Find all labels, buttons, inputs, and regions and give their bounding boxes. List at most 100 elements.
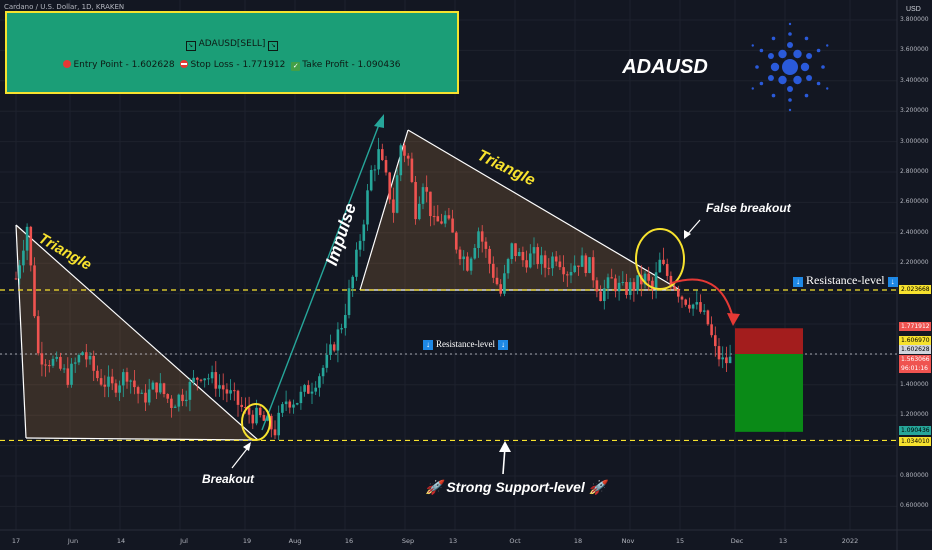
x-tick-label: 13 xyxy=(778,537,788,545)
candle-body xyxy=(440,221,443,224)
x-tick-label: Aug xyxy=(288,537,302,545)
cardano-logo-icon xyxy=(778,49,787,59)
ticker-label: ADAUSD xyxy=(622,56,708,78)
candle-body xyxy=(443,215,447,224)
take-profit-text: Take Profit - 1.090436 xyxy=(302,60,401,70)
candle-body xyxy=(684,299,687,305)
candle-body xyxy=(55,356,58,359)
candle-body xyxy=(425,187,428,192)
down-arrow-icon: ↓ xyxy=(423,340,433,350)
x-tick-label: 13 xyxy=(448,537,458,545)
candle-body xyxy=(122,372,125,386)
x-tick-label: Jun xyxy=(67,537,79,545)
rocket-icon: 🚀 xyxy=(588,479,607,495)
candle-body xyxy=(362,224,366,241)
price-tag: 1.602628 xyxy=(899,345,931,354)
candle-body xyxy=(469,258,473,271)
breakout-label: Breakout xyxy=(202,472,255,486)
x-tick-label: 19 xyxy=(242,537,252,545)
y-tick-label: 1.200000 xyxy=(900,411,929,419)
candle-body xyxy=(706,310,710,325)
down-arrow-icon: ↓ xyxy=(793,277,803,287)
candle-body xyxy=(536,247,539,265)
candle-body xyxy=(70,363,73,385)
signal-levels: Entry Point - 1.602628 Stop Loss - 1.771… xyxy=(7,60,457,71)
x-tick-label: 16 xyxy=(344,537,354,545)
candle-body xyxy=(591,257,595,281)
candle-body xyxy=(506,259,510,274)
candle-body xyxy=(192,377,195,382)
red-circle-icon xyxy=(63,60,72,68)
x-tick-label: 2022 xyxy=(841,537,859,545)
candle-body xyxy=(540,255,543,265)
candle-body xyxy=(373,169,377,171)
x-tick-label: Nov xyxy=(621,537,635,545)
price-tag: 1.563066 xyxy=(899,355,931,364)
stop-loss-text: Stop Loss - 1.771912 xyxy=(190,60,286,70)
candle-body xyxy=(658,259,662,273)
candle-body xyxy=(384,160,388,173)
y-tick-label: 2.200000 xyxy=(900,259,929,267)
candle-body xyxy=(159,383,162,393)
candle-body xyxy=(299,391,303,404)
candle-body xyxy=(543,255,547,268)
candle-body xyxy=(647,273,650,281)
candle-body xyxy=(166,394,169,399)
left-triangle-edge xyxy=(25,437,259,441)
currency-label: USD xyxy=(906,6,921,13)
cardano-logo-icon xyxy=(806,53,813,59)
stop-loss-zone xyxy=(735,328,803,354)
cardano-logo-icon xyxy=(771,36,776,41)
candle-body xyxy=(477,231,480,248)
y-tick-label: 3.800000 xyxy=(900,15,929,23)
candle-body xyxy=(643,273,647,285)
chart-symbol-icon: ↘ xyxy=(268,41,279,51)
cardano-logo-icon xyxy=(759,48,764,53)
candle-body xyxy=(562,267,565,275)
candle-body xyxy=(88,355,92,360)
candle-body xyxy=(151,382,155,390)
cardano-logo-icon xyxy=(759,81,764,86)
candle-body xyxy=(651,280,654,290)
candle-body xyxy=(721,357,724,360)
candle-body xyxy=(406,155,410,159)
y-tick-label: 0.600000 xyxy=(900,502,929,510)
left-triangle-edge xyxy=(15,224,259,441)
cardano-logo-icon xyxy=(782,59,798,75)
price-tag: 96:01:16 xyxy=(899,364,931,373)
candle-body xyxy=(566,274,569,276)
candle-body xyxy=(654,272,658,290)
candle-body xyxy=(270,415,273,430)
cardano-logo-icon xyxy=(793,75,802,85)
candle-body xyxy=(358,240,362,250)
candle-body xyxy=(636,275,639,291)
candle-body xyxy=(447,215,451,219)
candle-body xyxy=(325,354,329,368)
candle-body xyxy=(184,399,188,402)
candle-body xyxy=(521,252,525,261)
candle-body xyxy=(399,145,403,176)
left-triangle-edge xyxy=(15,224,27,439)
cardano-logo-icon xyxy=(767,75,774,81)
cardano-logo-icon xyxy=(804,36,809,41)
cardano-logo-icon xyxy=(788,108,792,112)
candle-body xyxy=(92,355,95,371)
candle-body xyxy=(621,282,625,284)
candle-body xyxy=(203,378,206,381)
candle-body xyxy=(610,277,613,279)
candle-body xyxy=(436,216,440,222)
x-tick-label: Oct xyxy=(509,537,521,545)
candle-body xyxy=(484,241,488,249)
candle-body xyxy=(129,380,132,382)
candle-body xyxy=(262,415,266,421)
x-tick-label: 15 xyxy=(675,537,685,545)
candle-body xyxy=(351,276,354,289)
candle-body xyxy=(691,304,695,309)
candle-body xyxy=(173,406,177,408)
candle-body xyxy=(606,277,610,289)
candle-body xyxy=(510,243,514,260)
candle-body xyxy=(40,353,44,365)
candle-body xyxy=(355,249,358,277)
